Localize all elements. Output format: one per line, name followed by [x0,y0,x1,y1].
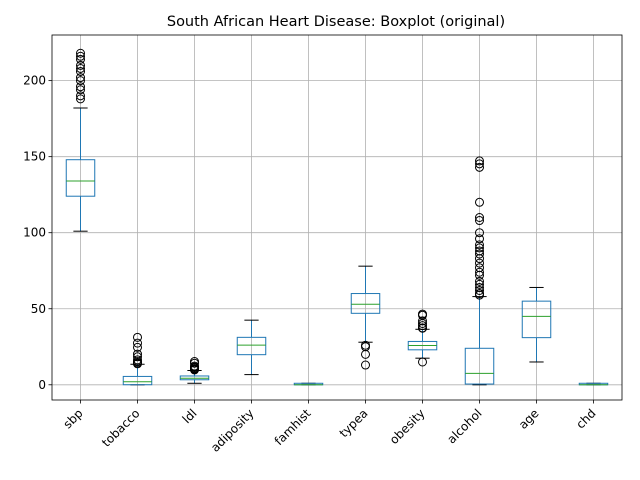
outlier-point [76,82,85,92]
outlier-point [190,365,199,375]
outlier-point [133,332,142,342]
chart-title: South African Heart Disease: Boxplot (or… [167,14,505,30]
outlier-point [76,48,85,58]
outlier-point [475,290,484,300]
x-tick-label: sbp [61,406,86,431]
x-tick-label: alcohol [444,406,484,446]
outlier-point [190,358,199,368]
outlier-point [418,321,427,331]
box [236,336,267,356]
axes-frame [51,34,623,401]
outlier-point [475,197,484,207]
x-tick-label: typea [337,406,371,440]
outlier-point [475,254,484,264]
outlier-point [475,286,484,295]
outlier-point [475,240,484,250]
outlier-point [418,357,427,367]
box [521,300,552,339]
x-tick-label: tobacco [99,406,143,450]
outlier-point [133,359,142,369]
outlier-point [133,342,142,352]
x-tick-label: famhist [272,406,314,448]
outlier-point [418,319,427,329]
box [122,375,153,386]
outlier-point [76,76,85,86]
outlier-point [361,349,370,359]
outlier-point [475,216,484,226]
box [350,293,381,314]
outlier-point [76,51,85,61]
y-tick-label: 100 [23,226,46,240]
box-layer [65,48,609,386]
y-tick-label: 150 [23,150,46,164]
outlier-point [475,243,484,253]
outlier-point [76,67,85,76]
y-tick-label: 200 [23,74,46,88]
y-tick-label: 50 [31,302,46,316]
box [464,347,495,385]
outlier-point [475,276,484,286]
x-tick-label: chd [573,406,598,431]
outlier-point [76,85,85,95]
outlier-point [475,162,484,172]
outlier-point [475,159,484,169]
outlier-point [475,267,484,277]
outlier-point [475,249,484,259]
outlier-point [475,279,484,289]
outlier-point [475,234,484,244]
x-tick-label: adiposity [208,406,257,455]
outlier-point [133,352,142,362]
outlier-point [475,258,484,268]
outlier-point [76,60,85,70]
y-tick-label: 0 [38,378,46,392]
outlier-point [361,360,370,370]
x-tick-label: ldl [180,406,200,426]
box [65,159,96,197]
outlier-point [418,316,427,326]
x-tick-label: age [516,406,542,432]
outlier-point [475,270,484,280]
outlier-point [76,63,85,73]
outlier-point [475,156,484,166]
x-tick-label: obesity [387,406,428,447]
outlier-point [76,91,85,101]
outlier-point [475,213,484,222]
outlier-point [76,94,85,104]
outlier-point [76,54,85,64]
axis-layer: 0 50 100 150 200 sbp tobacco ldl adiposity famhis… [23,74,599,455]
outlier-point [133,338,142,348]
outlier-point [418,323,427,333]
outlier-point [76,73,85,83]
outlier-point [475,228,484,238]
